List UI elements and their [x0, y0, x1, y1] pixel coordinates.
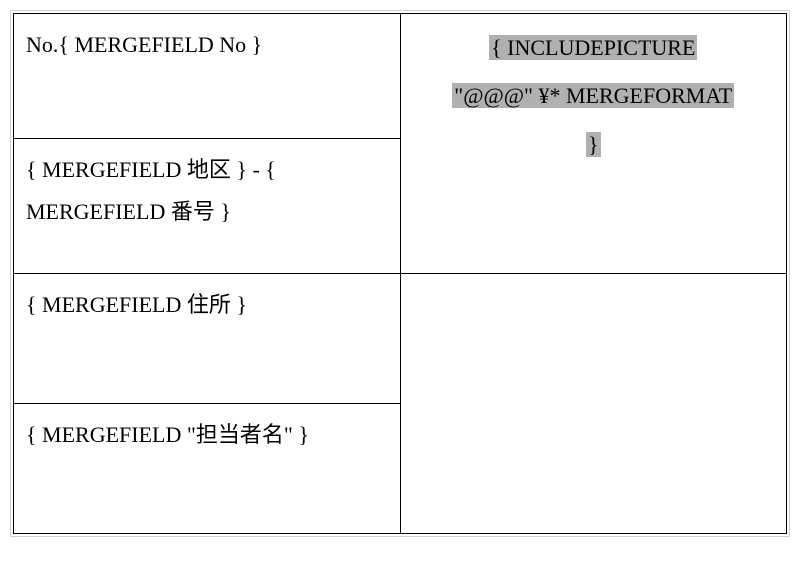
cell-picture-field: { INCLUDEPICTURE "@@@" ¥* MERGEFORMAT }	[400, 14, 787, 274]
mergefield-district: { MERGEFIELD 地区 } - { MERGEFIELD 番号 }	[26, 157, 276, 224]
picture-field-line1: { INCLUDEPICTURE	[489, 35, 697, 60]
mergefield-address: { MERGEFIELD 住所 }	[26, 292, 247, 317]
picture-field-line2: "@@@" ¥* MERGEFORMAT	[452, 83, 734, 108]
cell-address-field: { MERGEFIELD 住所 }	[14, 274, 401, 404]
cell-district-field: { MERGEFIELD 地区 } - { MERGEFIELD 番号 }	[14, 139, 401, 274]
includepicture-block: { INCLUDEPICTURE "@@@" ¥* MERGEFORMAT }	[413, 24, 775, 169]
mail-merge-table: No.{ MERGEFIELD No } { INCLUDEPICTURE "@…	[13, 13, 787, 534]
cell-person-field: { MERGEFIELD "担当者名" }	[14, 404, 401, 534]
mergefield-person: { MERGEFIELD "担当者名" }	[26, 422, 309, 447]
cell-empty-right	[400, 274, 787, 534]
mergefield-no: No.{ MERGEFIELD No }	[26, 32, 262, 57]
cell-no-field: No.{ MERGEFIELD No }	[14, 14, 401, 139]
document-page: No.{ MERGEFIELD No } { INCLUDEPICTURE "@…	[10, 10, 790, 537]
picture-field-line3: }	[586, 132, 601, 157]
